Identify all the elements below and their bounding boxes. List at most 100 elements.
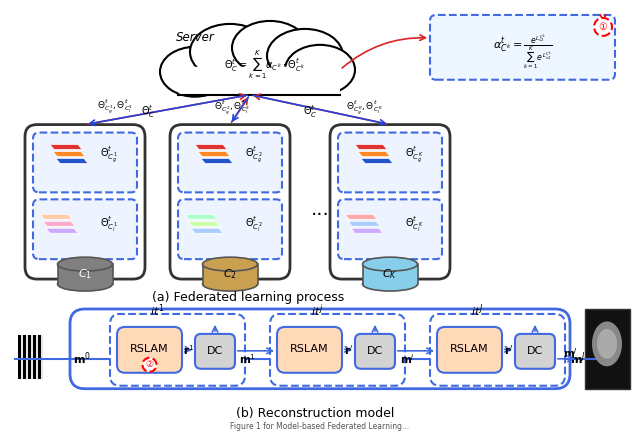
Text: $\Theta_{C_l^K}^t$: $\Theta_{C_l^K}^t$ — [405, 214, 424, 234]
Text: $\Theta_C^t$: $\Theta_C^t$ — [141, 103, 156, 120]
Ellipse shape — [58, 277, 113, 291]
Text: $\mathbf{m}^j$: $\mathbf{m}^j$ — [399, 352, 415, 366]
FancyBboxPatch shape — [23, 335, 26, 379]
Text: $\mathbf{r}^J$: $\mathbf{r}^J$ — [504, 343, 513, 357]
Ellipse shape — [592, 321, 622, 366]
FancyBboxPatch shape — [33, 199, 137, 259]
Polygon shape — [40, 214, 72, 219]
FancyBboxPatch shape — [330, 124, 450, 279]
FancyBboxPatch shape — [38, 335, 40, 379]
FancyBboxPatch shape — [110, 314, 245, 386]
Polygon shape — [361, 159, 393, 163]
Polygon shape — [351, 228, 383, 233]
Text: $\Theta_{C_l^1}^t$: $\Theta_{C_l^1}^t$ — [100, 214, 118, 234]
FancyBboxPatch shape — [33, 335, 35, 379]
FancyBboxPatch shape — [515, 334, 555, 369]
Text: Figure 1 for Model-based Federated Learning...: Figure 1 for Model-based Federated Learn… — [230, 422, 410, 431]
Polygon shape — [185, 214, 217, 219]
Ellipse shape — [362, 257, 417, 271]
Text: ②: ② — [145, 360, 154, 369]
Ellipse shape — [202, 277, 257, 291]
Polygon shape — [46, 228, 78, 233]
FancyBboxPatch shape — [355, 334, 395, 369]
FancyBboxPatch shape — [195, 334, 235, 369]
FancyBboxPatch shape — [170, 124, 290, 279]
Text: $\Theta_{C_g^2}^t,\Theta_{C_l^2}^t$: $\Theta_{C_g^2}^t,\Theta_{C_l^2}^t$ — [214, 98, 250, 117]
Polygon shape — [188, 221, 220, 226]
Ellipse shape — [58, 257, 113, 271]
FancyBboxPatch shape — [20, 335, 23, 379]
Text: $it^1$: $it^1$ — [150, 303, 164, 319]
Ellipse shape — [202, 257, 257, 271]
Polygon shape — [201, 159, 233, 163]
Text: $\mathbf{m}^J$: $\mathbf{m}^J$ — [563, 346, 578, 360]
Text: $\Theta_{C_g^K}^t,\Theta_{C_l^K}^t$: $\Theta_{C_g^K}^t,\Theta_{C_l^K}^t$ — [346, 98, 383, 117]
Text: RSLAM: RSLAM — [290, 344, 329, 354]
FancyBboxPatch shape — [338, 133, 442, 192]
Polygon shape — [348, 221, 380, 226]
Text: $\mathbf{r}^j$: $\mathbf{r}^j$ — [344, 343, 354, 357]
Text: $\Theta_C^t$: $\Theta_C^t$ — [303, 103, 317, 120]
Ellipse shape — [232, 21, 308, 75]
FancyBboxPatch shape — [58, 264, 113, 284]
Text: DC: DC — [207, 346, 223, 356]
Text: $\mathbf{m}^1$: $\mathbf{m}^1$ — [239, 352, 255, 366]
Text: $it^j$: $it^j$ — [311, 303, 323, 319]
Ellipse shape — [362, 277, 417, 291]
FancyBboxPatch shape — [28, 335, 31, 379]
Polygon shape — [53, 152, 85, 156]
FancyBboxPatch shape — [362, 264, 417, 284]
Text: $\Theta_{C_g^K}^t$: $\Theta_{C_g^K}^t$ — [405, 144, 424, 165]
FancyBboxPatch shape — [178, 199, 282, 259]
Ellipse shape — [267, 29, 343, 83]
FancyBboxPatch shape — [277, 327, 342, 373]
Text: $C_K$: $C_K$ — [382, 267, 397, 281]
FancyBboxPatch shape — [117, 327, 182, 373]
Text: $\alpha_{C^k}^t = \frac{e^{L_{s2}^{C^k}}}{\sum_{k=1}^{K}e^{L_{s2}^{C^k}}}$: $\alpha_{C^k}^t = \frac{e^{L_{s2}^{C^k}}… — [493, 33, 552, 73]
Polygon shape — [198, 152, 230, 156]
FancyBboxPatch shape — [338, 199, 442, 259]
Text: RSLAM: RSLAM — [130, 344, 169, 354]
Text: $it^J$: $it^J$ — [471, 303, 483, 319]
Text: $\Theta_{C_l^2}^t$: $\Theta_{C_l^2}^t$ — [245, 214, 262, 234]
Polygon shape — [50, 145, 82, 149]
Text: DC: DC — [367, 346, 383, 356]
Ellipse shape — [597, 329, 617, 359]
Ellipse shape — [285, 45, 355, 95]
Polygon shape — [358, 152, 390, 156]
Polygon shape — [56, 159, 88, 163]
Text: (b) Reconstruction model: (b) Reconstruction model — [236, 407, 394, 420]
FancyBboxPatch shape — [26, 335, 28, 379]
FancyBboxPatch shape — [2, 5, 638, 299]
FancyBboxPatch shape — [178, 67, 340, 95]
FancyBboxPatch shape — [202, 264, 257, 284]
Text: ①: ① — [598, 22, 607, 32]
FancyBboxPatch shape — [430, 314, 565, 386]
FancyBboxPatch shape — [2, 301, 638, 429]
FancyBboxPatch shape — [178, 133, 282, 192]
Polygon shape — [195, 145, 227, 149]
Text: DC: DC — [527, 346, 543, 356]
FancyBboxPatch shape — [35, 335, 38, 379]
Polygon shape — [191, 228, 223, 233]
FancyBboxPatch shape — [25, 124, 145, 279]
Text: $\Theta_{C_g^1}^t,\Theta_{C_l^1}^t$: $\Theta_{C_g^1}^t,\Theta_{C_l^1}^t$ — [97, 97, 133, 116]
Text: $C_1$: $C_1$ — [78, 267, 92, 281]
FancyBboxPatch shape — [18, 335, 20, 379]
FancyBboxPatch shape — [40, 335, 43, 379]
Polygon shape — [345, 214, 377, 219]
Text: ...: ... — [310, 200, 330, 219]
Ellipse shape — [160, 47, 230, 97]
Circle shape — [143, 358, 157, 372]
Circle shape — [594, 18, 612, 36]
FancyBboxPatch shape — [430, 15, 615, 80]
FancyBboxPatch shape — [31, 335, 33, 379]
Polygon shape — [355, 145, 387, 149]
Text: $\Theta_{C_g^1}^t$: $\Theta_{C_g^1}^t$ — [100, 144, 118, 165]
FancyBboxPatch shape — [70, 309, 570, 389]
Ellipse shape — [175, 35, 325, 95]
Text: RSLAM: RSLAM — [450, 344, 489, 354]
Text: $C_2$: $C_2$ — [223, 267, 237, 281]
Text: Server: Server — [175, 32, 214, 44]
Ellipse shape — [190, 24, 270, 80]
